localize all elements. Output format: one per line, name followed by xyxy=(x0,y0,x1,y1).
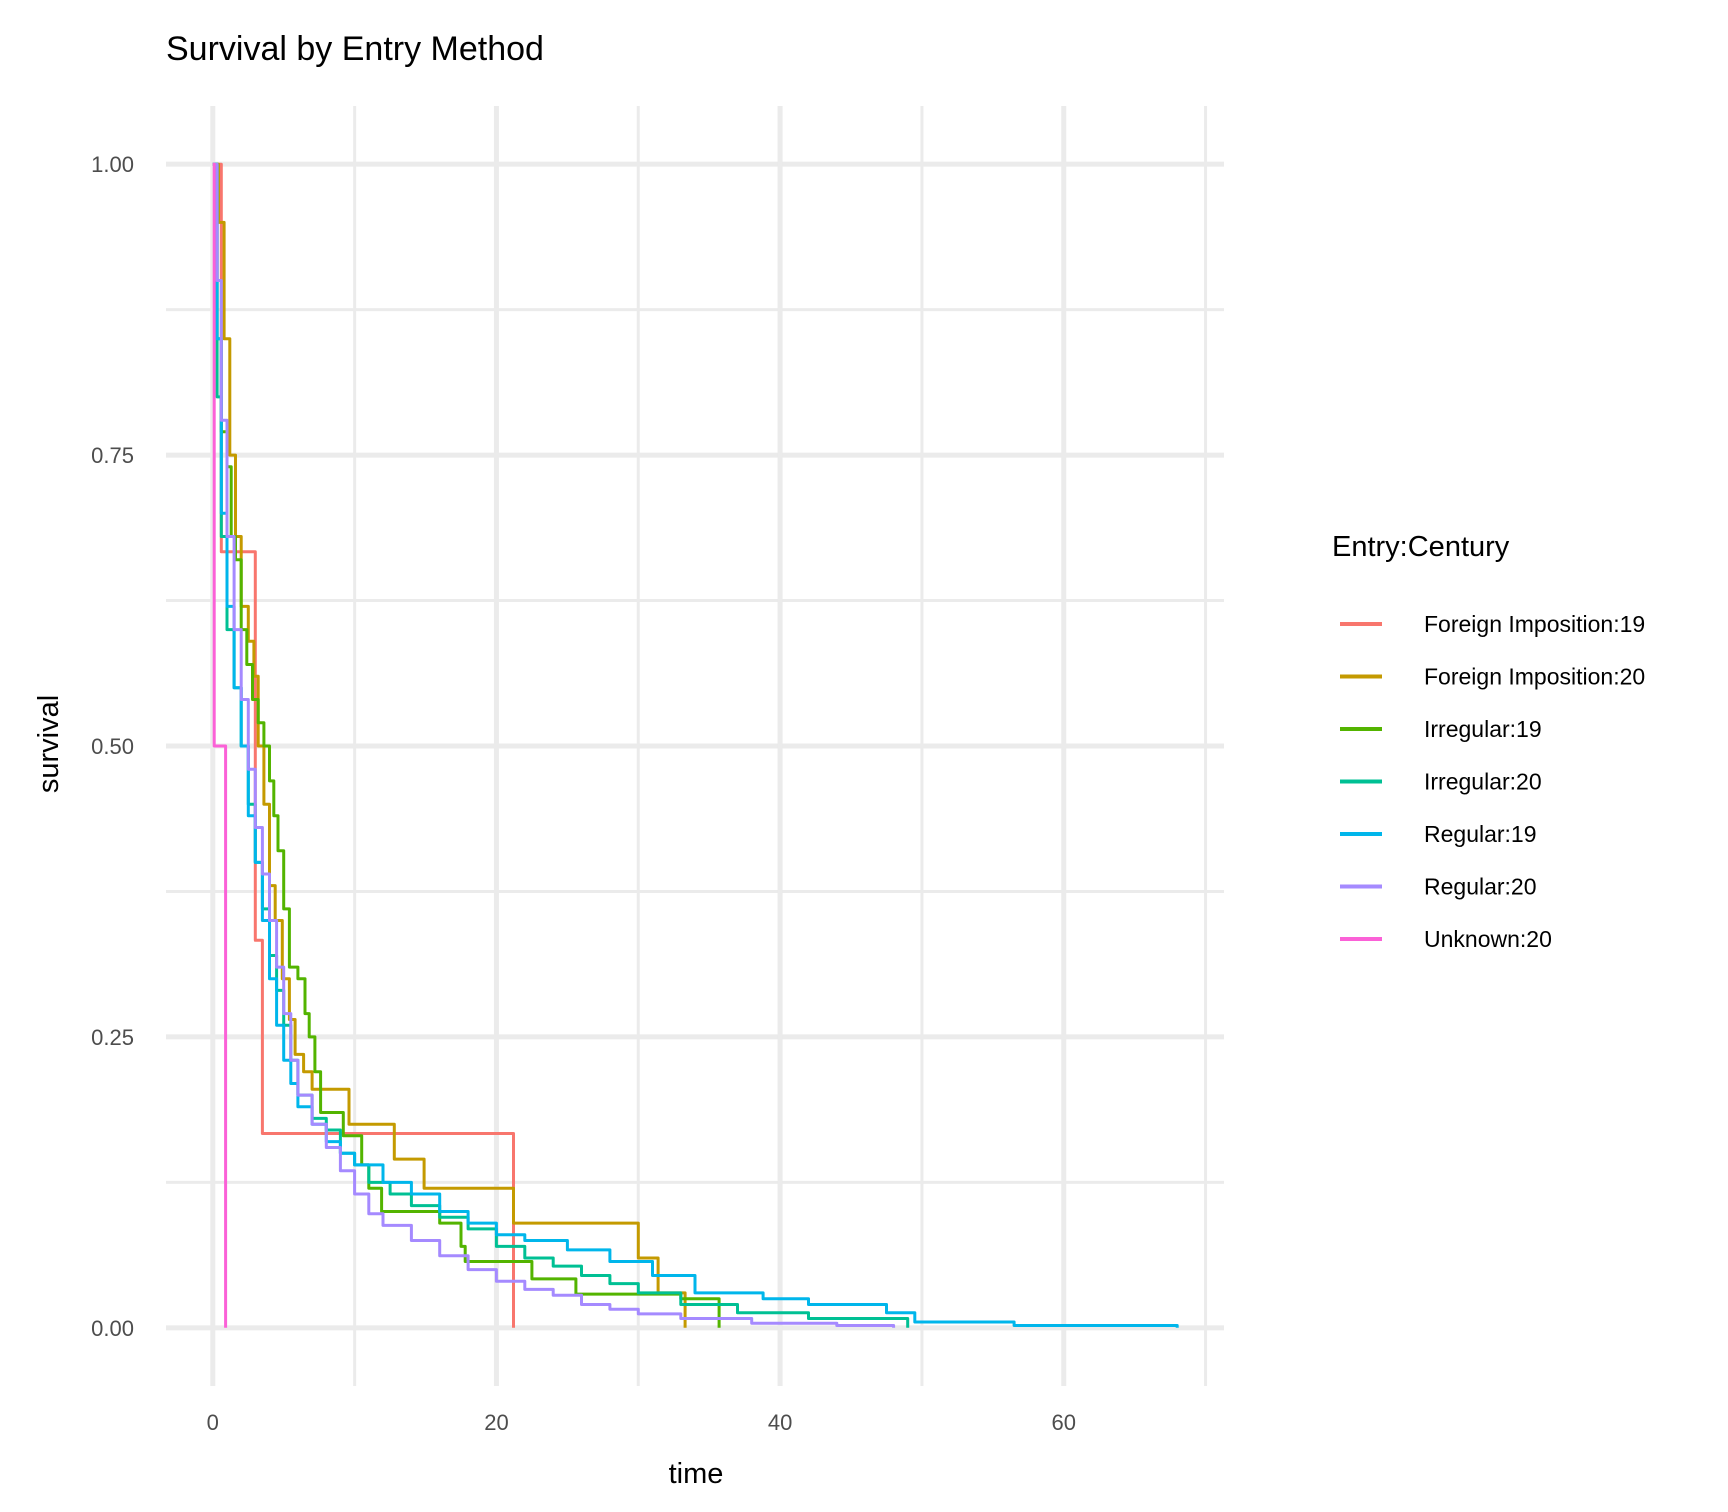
legend-label-6: Unknown:20 xyxy=(1424,926,1552,952)
survival-curve-5 xyxy=(212,162,896,1328)
legend-title: Entry:Century xyxy=(1332,531,1510,563)
legend-label-5: Regular:20 xyxy=(1424,874,1537,900)
legend-label-1: Foreign Imposition:20 xyxy=(1424,664,1645,690)
y-tick-label-2: 0.50 xyxy=(91,734,134,759)
survival-curve-6 xyxy=(212,162,228,1328)
x-axis-title: time xyxy=(669,1458,724,1490)
legend-label-3: Irregular:20 xyxy=(1424,769,1542,795)
y-axis-title: survival xyxy=(33,695,65,793)
chart-title: Survival by Entry Method xyxy=(166,30,544,68)
survival-curve-1 xyxy=(212,162,687,1328)
legend-label-4: Regular:19 xyxy=(1424,821,1537,847)
x-tick-label-2: 40 xyxy=(768,1410,792,1435)
x-tick-label-3: 60 xyxy=(1051,1410,1075,1435)
grid xyxy=(166,106,1224,1386)
survival-curve-2 xyxy=(212,162,721,1328)
y-tick-label-1: 0.25 xyxy=(91,1025,134,1050)
x-tick-label-0: 0 xyxy=(207,1410,219,1435)
legend-label-0: Foreign Imposition:19 xyxy=(1424,611,1645,637)
x-axis-ticks: 0 20 40 60 xyxy=(207,1410,1076,1435)
y-tick-label-3: 0.75 xyxy=(91,443,134,468)
survival-curve-0 xyxy=(212,162,515,1328)
legend-label-2: Irregular:19 xyxy=(1424,716,1542,742)
y-axis-ticks: 0.00 0.25 0.50 0.75 1.00 xyxy=(91,152,134,1341)
legend-items: Foreign Imposition:19 Foreign Imposition:… xyxy=(1340,611,1645,952)
legend: Entry:Century Foreign Imposition:19Forei… xyxy=(1332,531,1645,952)
y-tick-label-4: 1.00 xyxy=(91,152,134,177)
y-tick-label-0: 0.00 xyxy=(91,1316,134,1341)
survival-curves xyxy=(212,162,1179,1328)
x-tick-label-1: 20 xyxy=(484,1410,508,1435)
